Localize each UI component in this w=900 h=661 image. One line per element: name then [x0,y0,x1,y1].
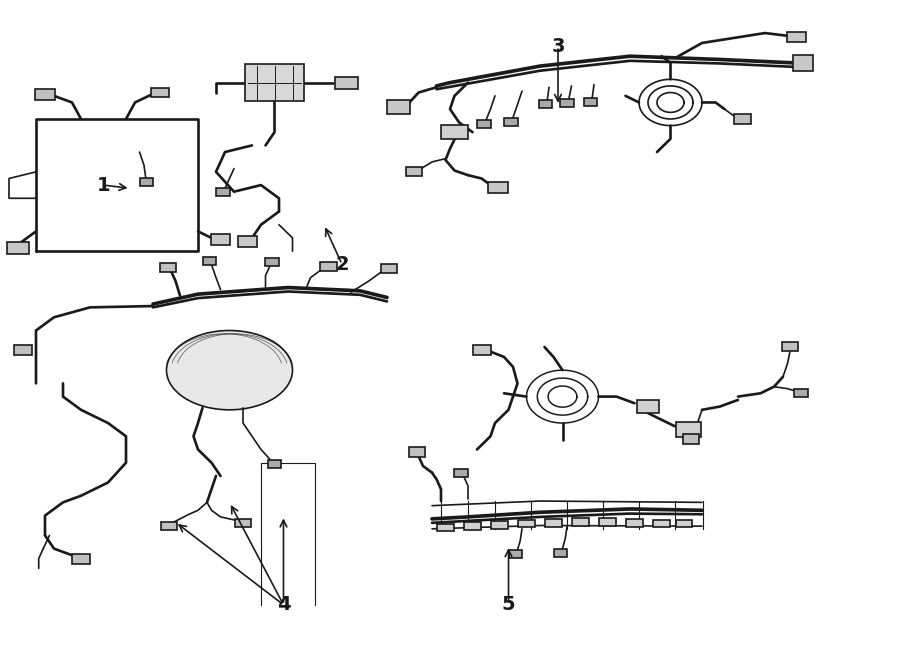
Bar [584,98,598,106]
Bar [518,520,535,527]
Bar [14,345,32,356]
Bar [216,188,230,196]
Bar [478,120,491,128]
Text: 3: 3 [551,37,565,56]
Bar [245,64,304,100]
Bar [268,460,281,468]
Bar [653,520,670,527]
Bar [560,99,574,107]
Bar [387,100,410,114]
Bar [454,469,468,477]
Bar [734,114,751,124]
Bar [572,518,589,526]
Bar [72,554,90,563]
Bar [637,400,659,413]
Bar [787,32,806,42]
Bar [211,234,230,245]
Bar [509,550,522,558]
Bar [235,519,251,527]
Text: 1: 1 [96,176,111,194]
Bar [793,55,813,71]
Bar [238,236,257,247]
Bar [160,263,176,272]
Text: 4: 4 [276,596,291,614]
Bar [491,521,508,529]
Bar [437,524,454,531]
Bar [554,549,568,557]
Bar [676,520,692,527]
Bar [140,178,153,186]
Bar [409,447,425,457]
Bar [381,264,397,273]
Bar [151,87,169,97]
Bar [599,518,616,526]
Bar [7,242,29,254]
Bar [794,389,808,397]
Bar [538,100,552,108]
Bar [406,167,422,176]
Bar [683,434,699,444]
Bar [545,519,562,527]
Ellipse shape [166,330,292,410]
Bar [473,345,491,356]
Text: 5: 5 [501,596,516,614]
Text: 2: 2 [335,255,349,274]
Bar [266,258,279,266]
Bar [676,422,701,437]
Bar [488,182,508,193]
Bar [335,77,358,89]
Bar [161,522,177,530]
Bar [35,89,55,100]
Bar [504,118,518,126]
Bar [441,125,468,139]
Bar [320,262,337,271]
Bar [203,257,217,265]
Bar [464,522,481,530]
Bar [626,519,643,527]
Bar [782,342,798,351]
